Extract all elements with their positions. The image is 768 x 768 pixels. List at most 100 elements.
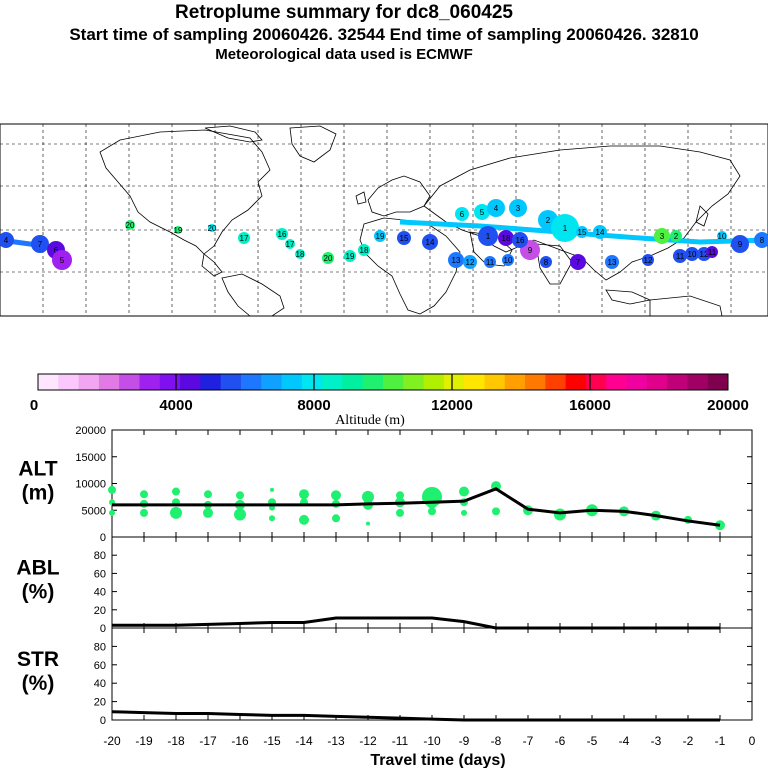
alt-point [461, 509, 467, 516]
x-tick-label: -3 [651, 734, 662, 748]
sampling-times: Start time of sampling 20060426. 32544 E… [69, 25, 699, 44]
colorbar-swatch [58, 374, 80, 390]
colorbar-swatch [301, 374, 323, 390]
abl-line [112, 616, 720, 630]
plume-point-label: 11 [708, 248, 717, 257]
x-tick-label: -5 [587, 734, 598, 748]
alt-point [140, 490, 148, 499]
plume-point [208, 224, 216, 232]
plume-point [0, 232, 14, 248]
alt-point [170, 506, 182, 519]
y-tick-label: 0 [100, 532, 106, 544]
y-tick-label: 20 [94, 697, 106, 709]
panel-unit-str: (%) [22, 672, 55, 695]
plume-point-label: 12 [644, 256, 653, 265]
plume-point-label: 1 [563, 224, 568, 233]
colorbar-swatch [159, 374, 181, 390]
met-data-note: Meteorological data used is ECMWF [215, 46, 473, 63]
alt-point [331, 490, 341, 501]
colorbar-swatch [200, 374, 222, 390]
alt-point [269, 515, 275, 522]
altitude-colorbar: 0 4000 8000 12000 16000 20000 Altitude (m) [30, 373, 749, 428]
plume-point [487, 199, 505, 217]
plume-point-label: 12 [700, 250, 709, 259]
x-tick-label: -16 [231, 734, 249, 748]
plume-point [422, 234, 438, 250]
plume-point-label: 5 [480, 208, 485, 217]
colorbar-swatch [98, 374, 120, 390]
colorbar-swatch [565, 374, 587, 390]
plume-point [478, 226, 498, 246]
colorbar-tick-label: 16000 [569, 397, 611, 414]
plume-point [374, 230, 386, 242]
panel-label-alt: ALT [18, 458, 57, 481]
alt-point [270, 487, 274, 492]
map-grid [0, 124, 768, 316]
y-tick-label: 15000 [75, 452, 106, 464]
colorbar-swatch [585, 374, 607, 390]
y-tick-label: 40 [94, 678, 106, 690]
alt-point [204, 490, 212, 499]
plume-point [605, 255, 619, 269]
panel-unit-alt: (m) [22, 482, 55, 505]
plume-point [540, 256, 552, 268]
plume-point [295, 249, 305, 259]
plume-point [512, 232, 528, 248]
y-tick-label: 20000 [75, 425, 106, 437]
y-tick-label: 60 [94, 660, 106, 672]
colorbar-swatch [545, 374, 567, 390]
alt-point [492, 507, 500, 516]
plume-point [509, 199, 527, 217]
colorbar-swatch [687, 374, 709, 390]
alt-point [236, 491, 244, 500]
plume-point-label: 18 [296, 250, 305, 259]
plume-point [174, 226, 182, 234]
plume-point [576, 226, 588, 238]
colorbar-swatch [423, 374, 445, 390]
plume-point-label: 2 [546, 216, 551, 225]
plume-point-label: 1 [486, 232, 491, 241]
alt-point [366, 521, 370, 526]
plume-point [455, 207, 469, 221]
colorbar-swatch [403, 374, 425, 390]
plume-point-label: 3 [516, 204, 521, 213]
str-line [111, 710, 720, 722]
plume-point [31, 235, 49, 253]
plume-point-label: 7 [576, 258, 581, 267]
plume-point [397, 231, 411, 245]
alt-point [109, 509, 115, 516]
alt-point [396, 491, 404, 500]
plume-point-label: 17 [286, 240, 295, 249]
colorbar-frame [37, 373, 729, 391]
plume-point-label: 11 [486, 258, 495, 267]
plume-point-label: 13 [452, 256, 461, 265]
plume-point [344, 250, 356, 262]
y-tick-label: 5000 [82, 505, 106, 517]
colorbar-tick-label: 8000 [297, 397, 330, 414]
plume-point-label: 6 [54, 246, 59, 255]
plume-point [358, 244, 370, 256]
colorbar-tick-label: 0 [30, 397, 38, 414]
plume-point [502, 254, 514, 266]
plume-point-label: 19 [376, 232, 385, 241]
alt-point [203, 507, 213, 518]
panel-unit-abl: (%) [22, 581, 55, 604]
plume-point-label: 16 [278, 230, 287, 239]
alt-point [459, 486, 469, 497]
plume-point [654, 228, 670, 244]
colorbar-swatch [139, 374, 161, 390]
colorbar-swatch [707, 374, 729, 390]
plume-point [285, 239, 295, 249]
x-tick-label: -17 [199, 734, 217, 748]
x-tick-label: -2 [683, 734, 694, 748]
plume-point-label: 8 [544, 258, 549, 267]
y-tick-label: 0 [100, 623, 106, 635]
y-tick-label: 60 [94, 568, 106, 580]
x-tick-label: -4 [619, 734, 630, 748]
alt-point [108, 485, 116, 494]
x-tick-label: -8 [491, 734, 502, 748]
plume-point-label: 7 [38, 240, 43, 249]
plume-point [276, 228, 288, 240]
plume-point [498, 230, 514, 246]
x-tick-label: -1 [715, 734, 726, 748]
